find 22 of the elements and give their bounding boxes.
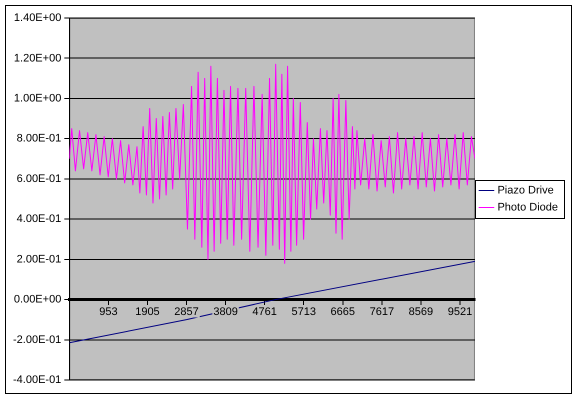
x-tick-label: 4761 xyxy=(252,306,277,318)
x-tick-label: 3809 xyxy=(213,306,238,318)
y-tick-label: 2.00E-01 xyxy=(16,253,62,266)
y-tick-label: 4.00E-01 xyxy=(16,213,62,226)
x-tick-label: 9521 xyxy=(448,306,472,318)
x-tick-label: 5713 xyxy=(291,306,316,318)
x-tick-label: 1905 xyxy=(135,306,160,318)
legend-label: Photo Diode xyxy=(497,202,558,214)
y-tick-label: 1.40E+00 xyxy=(14,12,62,24)
x-tick-label: 6665 xyxy=(330,306,356,318)
y-tick-label: 1.20E+00 xyxy=(14,52,62,64)
x-tick-label: 2857 xyxy=(174,306,199,318)
y-tick-label: 0.00E+00 xyxy=(14,294,62,306)
x-tick-label: 7617 xyxy=(370,306,394,318)
y-tick-label: -4.00E-01 xyxy=(12,374,62,386)
x-tick-label: 8569 xyxy=(408,306,434,318)
y-tick-label: 6.00E-01 xyxy=(16,172,62,185)
x-tick-label: 953 xyxy=(99,306,118,318)
y-tick-label: -2.00E-01 xyxy=(12,334,62,346)
legend-label: Piazo Drive xyxy=(497,184,554,197)
y-tick-label: 1.00E+00 xyxy=(14,92,62,104)
y-tick-label: 8.00E-01 xyxy=(16,132,62,145)
